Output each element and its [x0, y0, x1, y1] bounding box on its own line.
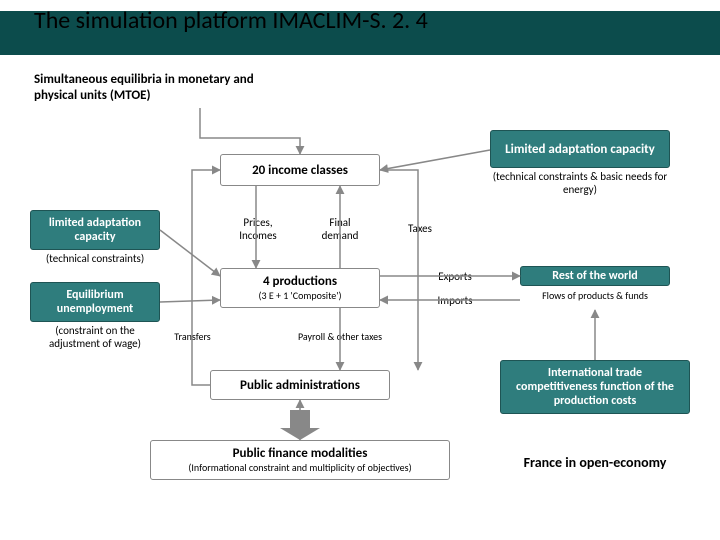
rest-of-world-label: Rest of the world	[552, 269, 637, 283]
limited-adaptation-right-label: Limited adaptation capacity	[505, 142, 655, 157]
public-admin-label: Public administrations	[240, 378, 360, 393]
limited-adaptation-left-label: limited adaptation capacity	[37, 216, 153, 244]
tech-needs-right-note: (technical constraints & basic needs for…	[490, 170, 670, 196]
subtitle: Simultaneous equilibria in monetary and …	[34, 72, 284, 103]
limited-adaptation-right-box: Limited adaptation capacity	[490, 130, 670, 168]
final-demand-label: Final demand	[310, 216, 370, 242]
public-finance-sublabel: (Informational constraint and multiplici…	[188, 461, 411, 474]
equilibrium-unemployment-box: Equilibrium unemployment	[30, 282, 160, 322]
prices-incomes-label: Prices, Incomes	[228, 216, 288, 242]
public-admin-box: Public administrations	[210, 370, 390, 400]
public-finance-box: Public finance modalities (Informational…	[150, 440, 450, 480]
rest-of-world-box: Rest of the world	[520, 266, 670, 286]
productions-box: 4 productions (3 E + 1 'Composite')	[220, 268, 380, 308]
page-title: The simulation platform IMACLIM-S. 2. 4	[34, 6, 428, 35]
exports-label: Exports	[430, 270, 480, 283]
tech-constraints-left-note: (technical constraints)	[30, 252, 160, 265]
limited-adaptation-left-box: limited adaptation capacity	[30, 210, 160, 250]
flows-note: Flows of products & funds	[520, 290, 670, 302]
income-classes-box: 20 income classes	[220, 154, 380, 186]
public-finance-label: Public finance modalities	[233, 446, 368, 461]
productions-label: 4 productions	[263, 274, 337, 289]
trade-competitiveness-box: International trade competitiveness func…	[500, 360, 690, 414]
taxes-label: Taxes	[400, 222, 440, 235]
trade-competitiveness-label: International trade competitiveness func…	[507, 366, 683, 408]
equilibrium-unemployment-label: Equilibrium unemployment	[37, 288, 153, 316]
constraint-wage-note: (constraint on the adjustment of wage)	[30, 324, 160, 350]
imports-label: Imports	[430, 294, 480, 307]
productions-sublabel: (3 E + 1 'Composite')	[258, 289, 341, 302]
income-classes-label: 20 income classes	[252, 163, 348, 178]
transfers-label: Transfers	[165, 330, 220, 343]
france-note: France in open-economy	[500, 455, 690, 472]
payroll-label: Payroll & other taxes	[280, 330, 400, 343]
